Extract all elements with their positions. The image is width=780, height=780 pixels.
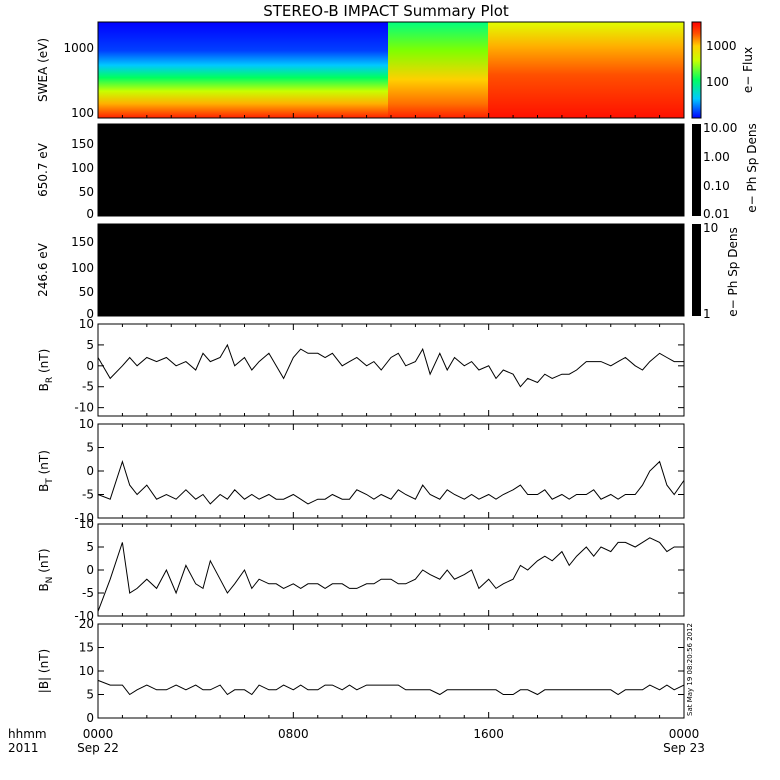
br-series-line [97,343,684,388]
bmag-series-line [97,679,685,696]
br-ytick-label: 5 [86,338,94,352]
bn-ytick-label: 0 [86,563,94,577]
pad650-ytick-label: 50 [79,185,94,199]
br-panel: 10 5 0 -5 -10 BR (nT) [37,317,685,417]
swea-cbar-label: e− Flux [741,47,755,93]
swea-panel: SWEA (eV) 1000 100 1000 100 e− Flux [36,21,755,120]
swea-spectrogram-low [98,22,388,118]
pad650-ytick-label: 100 [71,161,94,175]
bt-ytick-label: 5 [86,441,94,455]
bn-ytick-label: 5 [86,540,94,554]
swea-ylabel: SWEA (eV) [36,38,50,102]
pad246-cbar-label: e− Ph Sp Dens [726,227,740,316]
time-tick-label: 0000 [669,727,700,741]
swea-spectrogram-transition [388,22,488,118]
bt-ytick-label: 0 [86,464,94,478]
bmag-ytick-label: 10 [79,664,94,678]
swea-cbar-tick: 100 [706,75,729,89]
swea-colorbar [691,21,702,119]
pad246-ytick-label: 50 [79,285,94,299]
bmag-ytick-label: 15 [79,641,94,655]
bmag-ytick-label: 20 [79,617,94,631]
pad650-panel: 650.7 eV 150 100 50 0 10.00 1.00 0.10 0.… [36,121,759,221]
pad650-cbar-label: e− Ph Sp Dens [745,123,759,212]
pad650-plot-area [97,123,685,217]
timestamp-label: Sat May 19 08:20:56 2012 [686,623,694,716]
pad246-cbar-tick: 10 [703,221,718,235]
pad650-ylabel: 650.7 eV [36,142,50,197]
swea-cbar-tick: 1000 [706,39,737,53]
pad246-panel: 246.6 eV 150 100 50 0 10 1 e− Ph Sp Dens [36,221,740,321]
swea-spectrogram-high [488,22,684,118]
br-frame [97,323,685,417]
pad650-colorbar [692,124,701,216]
bt-frame [97,423,685,519]
time-tick-label: 0800 [278,727,309,741]
bmag-ytick-label: 0 [86,711,94,725]
bt-panel: 10 5 0 -5 -10 BT (nT) [37,417,685,525]
pad246-cbar-tick: 1 [703,307,711,321]
time-tick-label: 1600 [473,727,504,741]
bmag-ytick-label: 5 [86,688,94,702]
pad246-ytick-label: 0 [86,307,94,321]
pad246-plot-area [97,223,685,317]
pad650-ytick-label: 0 [86,207,94,221]
pad650-ytick-label: 150 [71,137,94,151]
bt-ytick-label: 10 [79,417,94,431]
pad650-cbar-tick: 0.10 [703,179,730,193]
date-tick-label: Sep 22 [77,741,119,755]
pad650-cbar-tick: 10.00 [703,121,737,135]
bn-ytick-label: 10 [79,517,94,531]
bn-ylabel: BN (nT) [37,548,55,591]
bn-ytick-label: -5 [82,586,94,600]
swea-ytick-label: 1000 [63,41,94,55]
br-ylabel: BR (nT) [37,349,55,392]
pad650-cbar-tick: 1.00 [703,150,730,164]
time-tick-label: 0000 [83,727,114,741]
bmag-frame [97,623,685,719]
br-ytick-label: -5 [82,380,94,394]
swea-ytick-label: 100 [71,106,94,120]
br-ytick-label: 0 [86,359,94,373]
bt-ytick-label: -5 [82,488,94,502]
pad246-ylabel: 246.6 eV [36,242,50,297]
pad246-ytick-label: 100 [71,261,94,275]
bt-ytick-label: -10 [74,511,94,525]
bn-ytick-label: -10 [74,609,94,623]
plot-title: STEREO-B IMPACT Summary Plot [263,2,509,20]
bt-ylabel: BT (nT) [37,450,55,492]
hhmm-label: hhmm [8,727,47,741]
br-ytick-label: 10 [79,317,94,331]
bmag-ylabel: |B| (nT) [37,649,51,693]
pad246-ytick-label: 150 [71,235,94,249]
bt-series-line [97,459,685,505]
br-ytick-label: -10 [74,401,94,415]
bn-frame [97,523,685,617]
date-tick-label: Sep 23 [663,741,705,755]
bn-series-line [97,537,684,612]
pad246-colorbar [692,224,701,316]
bmag-panel: 20 15 10 5 0 |B| (nT) [37,617,685,725]
bn-panel: 10 5 0 -5 -10 BN (nT) [37,517,685,623]
pad650-cbar-tick: 0.01 [703,207,730,221]
year-label: 2011 [8,741,39,755]
